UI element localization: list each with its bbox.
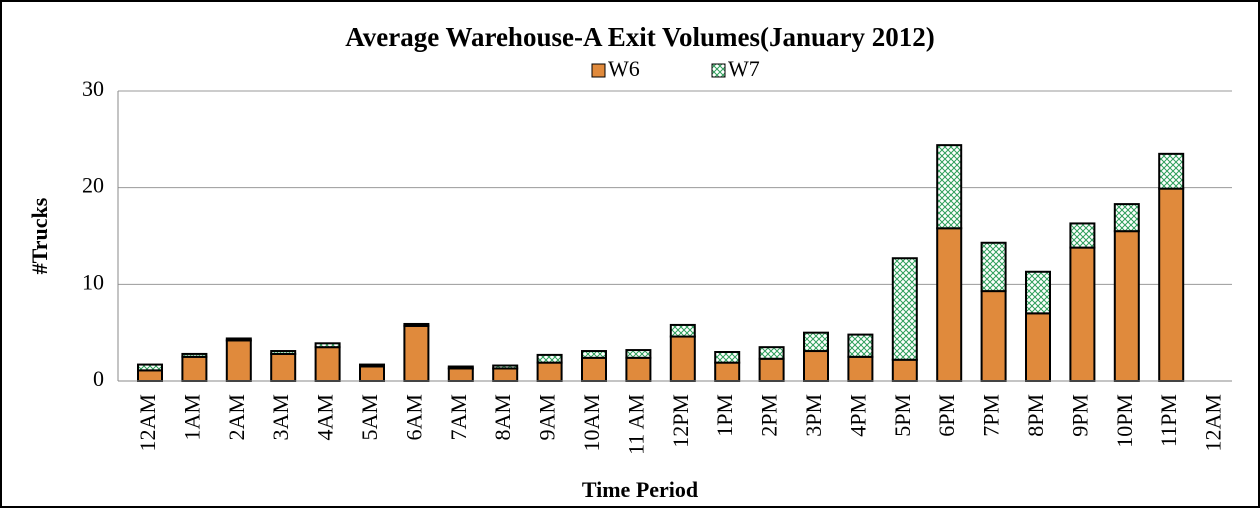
x-tick-label: 6PM [934,394,959,437]
bar-segment [359,365,385,382]
x-tick-label: 7AM [446,394,471,440]
chart-title: Average Warehouse-A Exit Volumes(January… [345,22,935,52]
bar-segment [1113,203,1140,233]
bar-segment [181,352,208,358]
bar-segment [536,361,563,382]
bar-segment [891,257,918,361]
bar-segment [1069,222,1096,249]
bar-segment [270,350,297,355]
bar-segment [225,337,252,342]
bar-segment [403,324,430,382]
bar-segment [803,331,829,353]
x-tick-label: 10PM [1112,394,1137,448]
bar-segment [669,335,696,382]
x-tick-label: 3PM [801,394,826,437]
bar-segment [980,290,1007,383]
x-tick-label: 12AM [1201,394,1226,451]
x-tick-label: 9PM [1067,394,1092,437]
bar-segment [181,355,208,383]
bar-segment [447,367,474,382]
x-tick-label: 6AM [401,394,426,440]
x-tick-label: 3AM [268,394,293,440]
bar-segment [980,241,1007,293]
y-tick-label: 0 [93,366,104,391]
bar-segment [581,356,607,382]
bar-segment [625,349,652,359]
x-tick-label: 4PM [845,394,870,437]
bar-segment [847,333,874,358]
bar-segment [1025,270,1051,315]
bar-segment [669,323,696,338]
bar-segment [625,356,652,382]
x-tick-label: 11 AM [623,394,648,455]
x-tick-label: 4AM [313,394,338,440]
legend-label: W7 [728,56,760,81]
bar-segment [359,363,385,368]
x-tick-label: 8AM [490,394,515,440]
bar-segment [758,357,785,382]
bar-segment [137,363,163,372]
bar-segment [847,355,874,383]
bar-segment [803,350,829,382]
x-tick-label: 12PM [668,394,693,448]
x-tick-label: 12AM [135,394,160,451]
bar-segment [581,350,607,359]
x-tick-label: 8PM [1023,394,1048,437]
x-tick-label: 5PM [890,394,915,437]
bar-segment [1158,152,1185,190]
bar-segment [492,367,519,382]
bar-segment [225,339,252,382]
x-tick-label: 2AM [224,394,249,440]
legend-label: W6 [608,56,640,81]
bar-segment [891,358,918,383]
bar-segment [758,346,785,360]
bar-segment [137,369,163,383]
bar-segment [936,227,963,382]
y-axis-title: #Trucks [27,197,52,274]
bar-segment [270,352,297,382]
bar-segment [492,364,519,370]
bar-segment [1158,187,1185,382]
y-tick-label: 30 [82,76,104,101]
bar-segment [714,361,741,382]
x-tick-label: 1PM [712,394,737,437]
legend-swatch [711,63,726,78]
legend-swatch [591,63,606,78]
bar-segment [314,342,341,349]
bar-segment [714,351,741,364]
bar-segment [1025,312,1051,383]
bar-segment [447,365,474,370]
y-tick-label: 20 [82,173,104,198]
bar-segment [403,322,430,327]
bar-segment [1069,246,1096,382]
x-tick-label: 9AM [535,394,560,440]
x-tick-label: 11PM [1156,394,1181,447]
x-tick-label: 2PM [757,394,782,437]
x-tick-label: 7PM [979,394,1004,437]
x-tick-label: 1AM [179,394,204,440]
y-tick-label: 10 [82,269,104,294]
bar-segment [536,353,563,364]
bar-segment [1113,230,1140,382]
bar-segment [936,144,963,230]
x-tick-label: 10AM [579,394,604,451]
bar-segment [314,346,341,382]
x-tick-label: 5AM [357,394,382,440]
x-axis-title: Time Period [582,477,698,502]
